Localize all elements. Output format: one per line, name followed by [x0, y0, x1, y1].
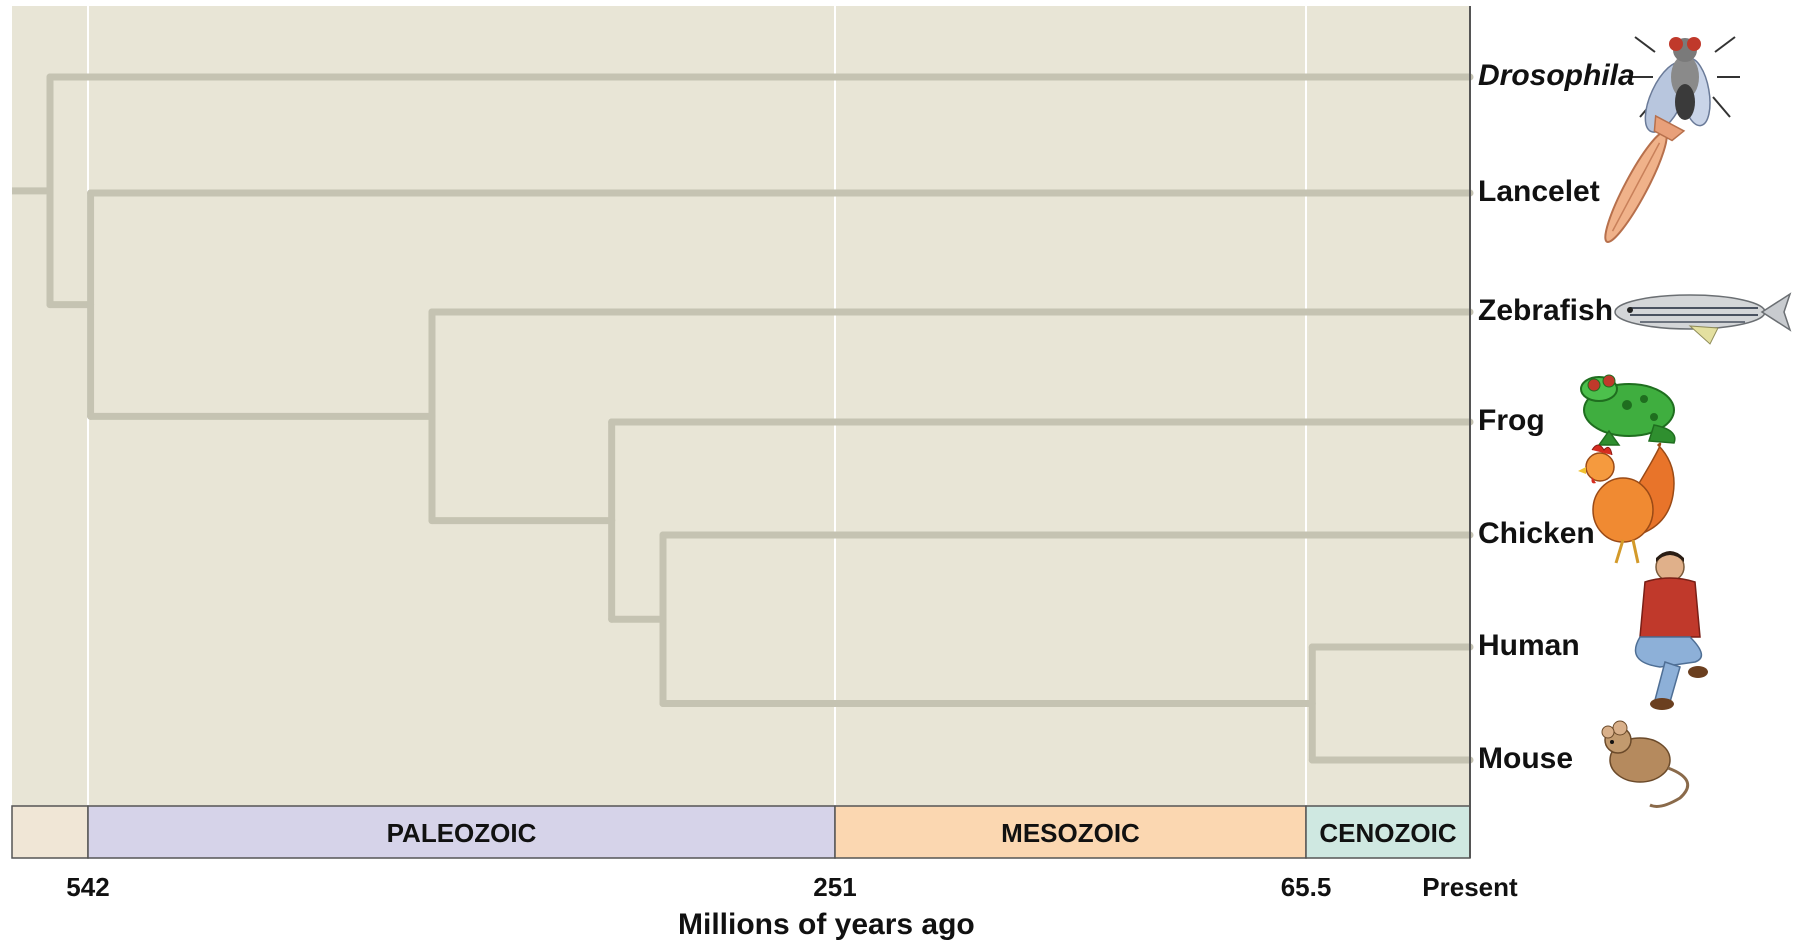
era-segment [834, 805, 1307, 859]
era-label: MESOZOIC [1001, 818, 1140, 848]
taxon-label-human: Human [1478, 629, 1580, 662]
lancelet-icon [1604, 114, 1686, 243]
axis-tick-label: 251 [813, 872, 857, 902]
frog-icon [1580, 374, 1676, 446]
axis-tick-label: Present [1422, 872, 1518, 902]
tree-branches [12, 73, 1474, 764]
era-segment [1305, 805, 1471, 859]
axis-title: Millions of years ago [678, 908, 975, 941]
taxon-label-zebrafish: Zebrafish [1478, 294, 1614, 327]
era-bar [11, 805, 1471, 859]
fruit-fly-icon [1630, 36, 1740, 133]
chicken-icon [1578, 442, 1675, 564]
mouse-icon [1601, 720, 1690, 808]
era-segment [11, 805, 89, 859]
human-icon [1634, 551, 1708, 710]
plot-background [12, 6, 1471, 806]
taxon-label-frog: Frog [1478, 404, 1545, 437]
taxon-label-mouse: Mouse [1478, 742, 1574, 775]
taxon-label-drosophila: Drosophila [1478, 59, 1635, 92]
taxon-label-chicken: Chicken [1478, 517, 1595, 550]
taxon-label-lancelet: Lancelet [1478, 175, 1600, 208]
axis-tick-label: 65.5 [1280, 872, 1332, 902]
zebrafish-icon [1614, 292, 1792, 345]
era-segment [87, 805, 836, 859]
era-label: CENOZOIC [1319, 818, 1457, 848]
axis-tick-label: 542 [66, 872, 110, 902]
era-label: PALEOZOIC [386, 818, 537, 848]
